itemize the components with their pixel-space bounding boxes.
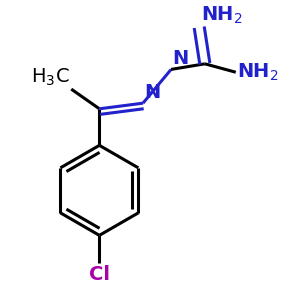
Text: N: N	[172, 49, 189, 68]
Text: Cl: Cl	[89, 265, 110, 284]
Text: NH$_2$: NH$_2$	[201, 4, 242, 26]
Text: H$_3$C: H$_3$C	[31, 66, 70, 88]
Text: NH$_2$: NH$_2$	[237, 61, 279, 83]
Text: N: N	[144, 83, 160, 102]
